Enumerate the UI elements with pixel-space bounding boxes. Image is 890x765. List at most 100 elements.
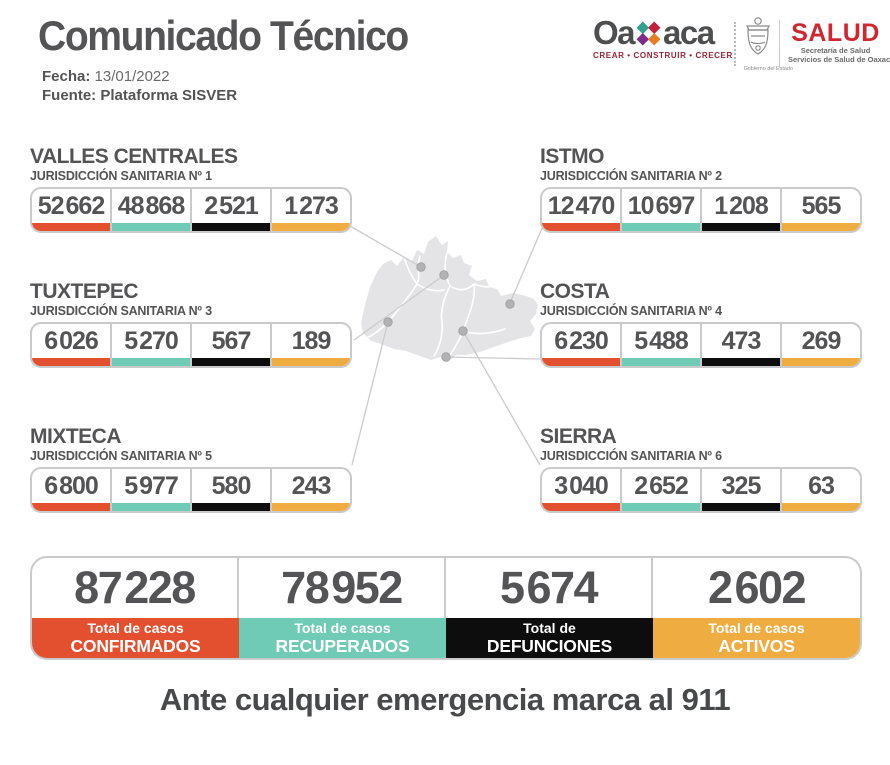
band-label-line1: Total de casos <box>294 620 391 636</box>
salud-title: SALUD <box>791 19 880 47</box>
source-label: Fuente: <box>42 87 97 104</box>
region-name: SIERRA <box>540 425 617 448</box>
total-deaths-band: Total de DEFUNCIONES <box>446 618 653 658</box>
oaxaca-state-map <box>349 225 544 466</box>
confirmed-value: 6 230 <box>554 326 609 355</box>
recovered-cell: 5 488 <box>622 324 702 366</box>
oaxaca-tagline: CREAR • CONSTRUIR • CRECER <box>593 51 733 60</box>
state-crest: Gobierno del Estado <box>742 16 793 72</box>
active-value: 1 273 <box>284 191 339 220</box>
band-label-line2: DEFUNCIONES <box>486 636 613 656</box>
recovered-bar <box>112 358 190 366</box>
deaths-value: 325 <box>721 471 762 500</box>
region-name: VALLES CENTRALES <box>30 145 238 168</box>
region-name: ISTMO <box>540 145 605 168</box>
oaxaca-x-flower-icon <box>636 21 661 45</box>
recovered-bar <box>112 223 190 231</box>
confirmed-value: 52 662 <box>37 191 105 220</box>
recovered-value: 5 488 <box>634 326 689 355</box>
confirmed-value: 6 026 <box>44 326 99 355</box>
region-name: COSTA <box>540 280 610 303</box>
region-sierra: SIERRA JURISDICCIÓN SANITARIA Nº 6 3 040… <box>540 426 862 513</box>
deaths-cell: 580 <box>192 469 272 511</box>
total-deaths-value: 5 674 <box>499 562 599 613</box>
state-silhouette <box>361 236 538 362</box>
date-label: Fecha: <box>42 68 91 85</box>
recovered-cell: 10 697 <box>622 189 702 231</box>
region-stat-box: 12 470 10 697 1 208 565 <box>540 187 862 233</box>
active-cell: 1 273 <box>272 189 350 231</box>
deaths-cell: 473 <box>702 324 782 366</box>
recovered-bar <box>622 358 700 366</box>
deaths-bar <box>192 503 270 511</box>
active-value: 63 <box>808 471 835 500</box>
region-stat-box: 3 040 2 652 325 63 <box>540 467 862 513</box>
total-active: 2 602 Total de casos ACTIVOS <box>653 558 860 658</box>
active-bar <box>782 503 860 511</box>
active-value: 189 <box>291 326 332 355</box>
oaxaca-logo: Oa aca CREAR • CONSTRUIR • CRECER <box>593 14 733 60</box>
region-costa: COSTA JURISDICCIÓN SANITARIA Nº 4 6 230 … <box>540 281 862 368</box>
salud-subtitle-1: Secretaría de Salud <box>800 46 871 55</box>
recovered-value: 5 270 <box>124 326 179 355</box>
salud-logo: SALUD Secretaría de Salud Servicios de S… <box>788 19 890 64</box>
confirmed-bar <box>542 358 620 366</box>
source-row: Fuente: Plataforma SISVER <box>42 86 237 105</box>
active-bar <box>782 358 860 366</box>
region-jurisdiction: JURISDICCIÓN SANITARIA Nº 3 <box>30 304 212 318</box>
totals-strip: 87 228 Total de casos CONFIRMADOS 78 952… <box>30 556 862 660</box>
band-label-line2: CONFIRMADOS <box>70 636 201 656</box>
confirmed-cell: 6 800 <box>32 469 112 511</box>
band-label-line2: RECUPERADOS <box>275 636 410 656</box>
band-label-line2: ACTIVOS <box>718 636 795 656</box>
recovered-value: 5 977 <box>124 471 179 500</box>
page-title: Comunicado Técnico <box>38 12 409 59</box>
region-jurisdiction: JURISDICCIÓN SANITARIA Nº 5 <box>30 449 212 463</box>
total-confirmed-band: Total de casos CONFIRMADOS <box>32 618 239 658</box>
confirmed-value: 6 800 <box>44 471 99 500</box>
dotted-separator <box>734 22 736 66</box>
state-crest-icon <box>746 17 770 55</box>
total-recovered-band: Total de casos RECUPERADOS <box>239 618 446 658</box>
total-recovered-value: 78 952 <box>281 562 403 613</box>
confirmed-bar <box>32 358 110 366</box>
deaths-value: 1 208 <box>714 191 769 220</box>
active-bar <box>782 223 860 231</box>
total-active-band: Total de casos ACTIVOS <box>653 618 860 658</box>
deaths-bar <box>192 358 270 366</box>
total-number-area: 2 602 <box>653 558 860 618</box>
recovered-value: 48 868 <box>117 191 185 220</box>
confirmed-cell: 6 026 <box>32 324 112 366</box>
region-valles-centrales: VALLES CENTRALES JURISDICCIÓN SANITARIA … <box>30 146 352 233</box>
active-cell: 269 <box>782 324 860 366</box>
confirmed-cell: 6 230 <box>542 324 622 366</box>
recovered-cell: 5 270 <box>112 324 192 366</box>
confirmed-bar <box>32 503 110 511</box>
recovered-value: 2 652 <box>634 471 689 500</box>
total-deaths: 5 674 Total de DEFUNCIONES <box>446 558 653 658</box>
oaxaca-wordmark: Oa aca <box>593 14 733 51</box>
active-cell: 565 <box>782 189 860 231</box>
total-number-area: 78 952 <box>239 558 446 618</box>
band-label-line1: Total de <box>523 620 576 636</box>
total-active-value: 2 602 <box>707 562 807 613</box>
confirmed-cell: 12 470 <box>542 189 622 231</box>
active-cell: 63 <box>782 469 860 511</box>
deaths-bar <box>702 503 780 511</box>
active-value: 243 <box>291 471 332 500</box>
deaths-cell: 2 521 <box>192 189 272 231</box>
active-cell: 189 <box>272 324 350 366</box>
thin-separator <box>779 20 780 68</box>
deaths-value: 580 <box>211 471 252 500</box>
active-value: 565 <box>801 191 842 220</box>
jurisdiction-dots <box>383 262 515 362</box>
region-jurisdiction: JURISDICCIÓN SANITARIA Nº 6 <box>540 449 722 463</box>
deaths-bar <box>702 358 780 366</box>
region-name: MIXTECA <box>30 425 122 448</box>
recovered-cell: 2 652 <box>622 469 702 511</box>
oaxaca-word-post: aca <box>663 14 715 51</box>
region-stat-box: 52 662 48 868 2 521 1 273 <box>30 187 352 233</box>
deaths-bar <box>192 223 270 231</box>
region-istmo: ISTMO JURISDICCIÓN SANITARIA Nº 2 12 470… <box>540 146 862 233</box>
active-bar <box>272 358 350 366</box>
